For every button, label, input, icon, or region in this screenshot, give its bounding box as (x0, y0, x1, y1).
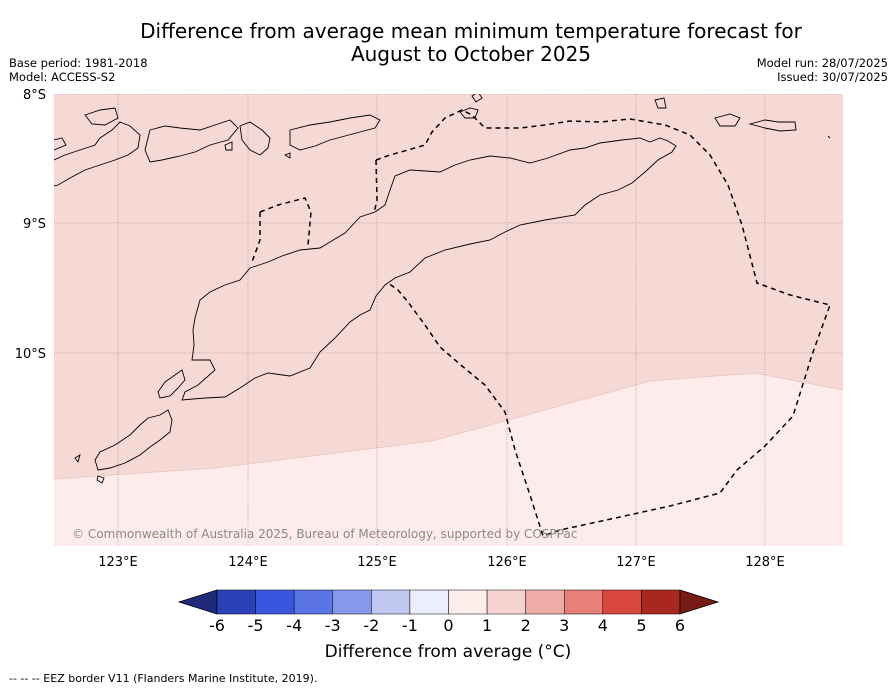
wetar-coast (459, 107, 479, 119)
rote-island-coast (94, 409, 173, 471)
colorbar-title: Difference from average (°C) (324, 642, 572, 662)
colorbar-tick-label: 2 (520, 616, 531, 635)
colorbar-bin (371, 589, 411, 615)
issued-date: Issued: 30/07/2025 (777, 70, 888, 84)
colorbar-bin (525, 589, 565, 615)
eez-border-oecusse (259, 197, 312, 246)
base-period: Base period: 1981-2018 (9, 56, 148, 70)
lon-label: 125°E (357, 555, 397, 570)
colorbar-bin (409, 589, 449, 615)
colorbar-tick-label: 4 (597, 616, 608, 635)
colorbar-tick-label: -4 (286, 616, 303, 635)
colorbar-bin (216, 589, 256, 615)
anomaly-contour (54, 372, 843, 480)
eez-legend-note: -- -- -- EEZ border V11 (Flanders Marine… (9, 672, 318, 685)
kisar-coast (714, 113, 741, 127)
latitude-labels: 8°S 9°S 10°S (15, 88, 46, 362)
longitude-labels: 123°E 124°E 125°E 126°E 127°E 128°E (98, 555, 785, 570)
colorbar-extend-low (177, 589, 218, 615)
graticule (54, 94, 843, 546)
colorbar-tick-label: 3 (559, 616, 570, 635)
lembata-island-coast (144, 119, 239, 163)
model-name: Model: ACCESS-S2 (9, 70, 116, 84)
colorbar-bin (602, 589, 642, 615)
meta-left: Base period: 1981-2018 Model: ACCESS-S2 (9, 56, 148, 84)
colorbar-tick-label: -3 (324, 616, 341, 635)
lon-label: 124°E (228, 555, 268, 570)
colorbar-tick-label: -2 (363, 616, 380, 635)
map-area: © Commonwealth of Australia 2025, Bureau… (54, 94, 843, 546)
model-run: Model run: 28/07/2025 (756, 56, 888, 70)
colorbar-tick-label: 1 (481, 616, 493, 635)
anomaly-zone-lower (54, 373, 843, 546)
title-line-1: Difference from average mean minimum tem… (140, 19, 802, 43)
colorbar-bin (564, 589, 604, 615)
lon-label: 126°E (487, 555, 527, 570)
flores-island-coast (54, 121, 141, 187)
lat-label: 10°S (15, 347, 46, 362)
title-line-2: August to October 2025 (350, 42, 592, 66)
timor-island-coast (181, 137, 677, 401)
coastlines (54, 94, 831, 484)
colorbar-bin (332, 589, 372, 615)
semau-island-coast (157, 369, 186, 399)
colorbar-bin (255, 589, 295, 615)
lon-label: 128°E (745, 555, 785, 570)
colorbar-bin (486, 589, 526, 615)
colorbar-tick-label: -5 (247, 616, 264, 635)
colorbar-tick-label: -1 (401, 616, 418, 635)
colorbar (177, 589, 720, 615)
pantar-island-coast (239, 121, 271, 156)
lon-label: 127°E (616, 555, 656, 570)
meta-right: Model run: 28/07/2025 Issued: 30/07/2025 (757, 56, 888, 84)
leti-coast (748, 119, 797, 132)
eez-border-east (375, 109, 831, 537)
copyright-notice: © Commonwealth of Australia 2025, Bureau… (72, 527, 577, 541)
lat-label: 8°S (23, 88, 46, 103)
eez-border (251, 109, 831, 537)
colorbar-tick-label: 6 (674, 616, 686, 635)
lat-label: 9°S (23, 217, 46, 232)
colorbar-tick-label: 0 (443, 616, 454, 635)
colorbar-extend-high (679, 589, 720, 615)
colorbar-bin (293, 589, 333, 615)
alor-island-coast (289, 114, 381, 151)
colorbar-bin (641, 589, 681, 615)
lon-label: 123°E (98, 555, 138, 570)
colorbar-tick-label: 5 (636, 616, 647, 635)
map-title: Difference from average mean minimum tem… (0, 20, 896, 66)
colorbar-tick-label: -6 (209, 616, 225, 635)
colorbar-bin (448, 589, 488, 615)
